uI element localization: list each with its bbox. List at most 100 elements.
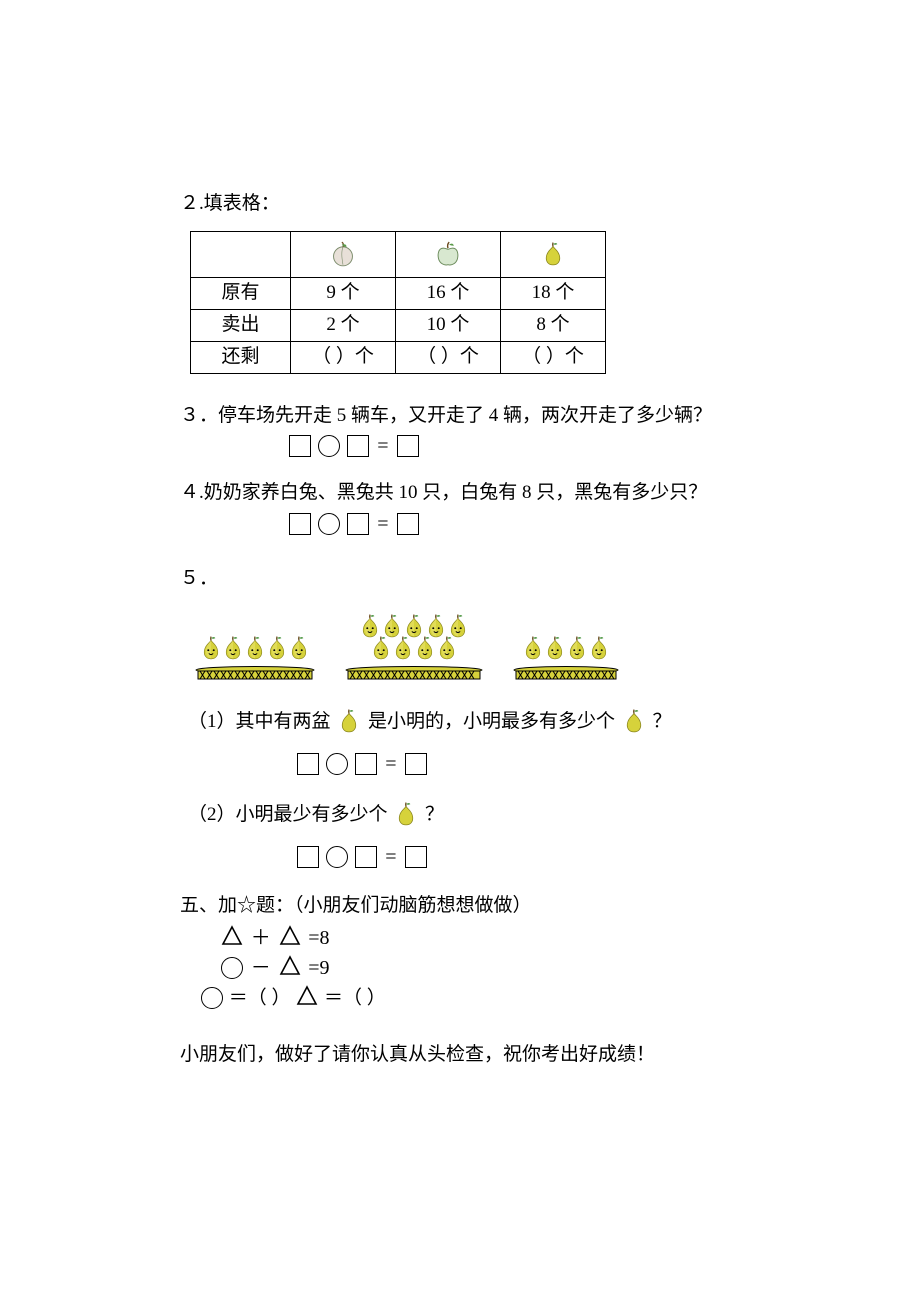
cell: 9 个 bbox=[291, 277, 396, 309]
q5-sub1-c: ？ bbox=[653, 711, 672, 732]
bonus-line2-rhs: =9 bbox=[308, 958, 329, 978]
bonus-line1-rhs: =8 bbox=[308, 928, 329, 948]
equals-sign: = bbox=[385, 747, 396, 781]
row-header: 卖出 bbox=[191, 309, 291, 341]
plus-sign: ＋ bbox=[251, 928, 271, 948]
triangle-icon bbox=[220, 925, 244, 951]
pear-dish-2 bbox=[344, 611, 484, 692]
bonus-answer-a[interactable]: ＝（ ） bbox=[229, 987, 291, 1008]
plate-icon bbox=[194, 666, 316, 682]
q5-sub1-a: （1）其中有两盆 bbox=[188, 711, 331, 732]
pear-icon bbox=[622, 707, 646, 746]
triangle-icon bbox=[295, 985, 319, 1011]
blank-square[interactable] bbox=[297, 846, 319, 868]
q3-text: ３．停车场先开走 5 辆车，又开走了 4 辆，两次开走了多少辆？ bbox=[180, 402, 740, 431]
bonus-answer-b[interactable]: ＝（ ） bbox=[324, 987, 386, 1008]
pear-icon bbox=[543, 633, 567, 663]
equals-sign: = bbox=[377, 509, 388, 539]
worksheet-page: ２.填表格： 原有 9 个 16 个 18 个 bbox=[0, 0, 920, 1069]
q5-sub1-equation[interactable]: = bbox=[188, 747, 740, 781]
q5-sub2-equation[interactable]: = bbox=[188, 840, 740, 874]
table-header-row bbox=[191, 231, 606, 277]
plate-icon bbox=[512, 666, 620, 682]
blank-cell[interactable]: （ ）个 bbox=[501, 341, 606, 373]
table-corner-cell bbox=[191, 231, 291, 277]
question-3: ３．停车场先开走 5 辆车，又开走了 4 辆，两次开走了多少辆？ = bbox=[180, 402, 740, 462]
equals-sign: = bbox=[377, 431, 388, 461]
blank-circle-operator[interactable] bbox=[326, 753, 348, 775]
col-header-apple bbox=[396, 231, 501, 277]
row-header: 原有 bbox=[191, 277, 291, 309]
table-row: 卖出 2 个 10 个 8 个 bbox=[191, 309, 606, 341]
question-5: ５． （1）其中有两盆 是小明的，小明最多有多少个 ？ = （2）小明最少有多少… bbox=[180, 565, 740, 875]
circle-icon bbox=[201, 987, 223, 1009]
blank-square[interactable] bbox=[405, 753, 427, 775]
pear-icon bbox=[287, 633, 311, 663]
pear-icon bbox=[541, 241, 565, 267]
q5-label: ５． bbox=[180, 565, 740, 594]
pear-icon bbox=[337, 707, 361, 746]
q5-dishes bbox=[194, 611, 740, 692]
q4-text: ４.奶奶家养白兔、黑兔共 10 只，白兔有 8 只，黑兔有多少只？ bbox=[180, 479, 740, 508]
pear-icon bbox=[413, 633, 437, 663]
q5-sub1-b: 是小明的，小明最多有多少个 bbox=[368, 711, 615, 732]
bonus-line-1: ＋ =8 bbox=[220, 925, 740, 951]
blank-cell[interactable]: （ ）个 bbox=[396, 341, 501, 373]
peach-icon bbox=[330, 241, 356, 267]
q5-sub2: （2）小明最少有多少个 ？ = bbox=[188, 799, 740, 874]
col-header-pear bbox=[501, 231, 606, 277]
table-row: 还剩 （ ）个 （ ）个 （ ）个 bbox=[191, 341, 606, 373]
blank-square[interactable] bbox=[297, 753, 319, 775]
q2-label: ２.填表格： bbox=[180, 193, 280, 214]
cell: 16 个 bbox=[396, 277, 501, 309]
closing-message: 小朋友们，做好了请你认真从头检查，祝你考出好成绩！ bbox=[180, 1041, 740, 1070]
pear-icon bbox=[243, 633, 267, 663]
pear-icon bbox=[265, 633, 289, 663]
blank-circle-operator[interactable] bbox=[318, 513, 340, 535]
blank-square[interactable] bbox=[397, 435, 419, 457]
plate-icon bbox=[344, 666, 484, 682]
bonus-line-2: － =9 bbox=[220, 955, 740, 981]
question-2: ２.填表格： 原有 9 个 16 个 18 个 bbox=[180, 190, 740, 374]
bonus-title: 五、加☆题：（小朋友们动脑筋想想做做） bbox=[180, 892, 740, 921]
blank-cell[interactable]: （ ）个 bbox=[291, 341, 396, 373]
blank-square[interactable] bbox=[289, 513, 311, 535]
triangle-icon bbox=[278, 925, 302, 951]
q3-equation[interactable]: = bbox=[180, 431, 740, 461]
blank-square[interactable] bbox=[405, 846, 427, 868]
blank-circle-operator[interactable] bbox=[326, 846, 348, 868]
q5-sub2-a: （2）小明最少有多少个 bbox=[188, 804, 388, 825]
q5-sub2-b: ？ bbox=[425, 804, 444, 825]
q5-sub1: （1）其中有两盆 是小明的，小明最多有多少个 ？ = bbox=[188, 706, 740, 781]
equals-sign: = bbox=[385, 840, 396, 874]
bonus-question: 五、加☆题：（小朋友们动脑筋想想做做） ＋ =8 － =9 ＝（ ） ＝（ ） bbox=[180, 892, 740, 1011]
cell: 2 个 bbox=[291, 309, 396, 341]
apple-icon bbox=[435, 241, 461, 267]
minus-sign: － bbox=[251, 958, 271, 978]
blank-square[interactable] bbox=[355, 846, 377, 868]
pear-dish-1 bbox=[194, 633, 316, 692]
q4-equation[interactable]: = bbox=[180, 509, 740, 539]
question-4: ４.奶奶家养白兔、黑兔共 10 只，白兔有 8 只，黑兔有多少只？ = bbox=[180, 479, 740, 539]
pear-dish-3 bbox=[512, 633, 620, 692]
triangle-icon bbox=[278, 955, 302, 981]
blank-circle-operator[interactable] bbox=[318, 435, 340, 457]
pear-row bbox=[512, 633, 620, 663]
pear-icon bbox=[587, 633, 611, 663]
blank-square[interactable] bbox=[397, 513, 419, 535]
cell: 8 个 bbox=[501, 309, 606, 341]
blank-square[interactable] bbox=[347, 513, 369, 535]
bonus-answer-line: ＝（ ） ＝（ ） bbox=[200, 985, 740, 1011]
q2-table: 原有 9 个 16 个 18 个 卖出 2 个 10 个 8 个 还剩 （ ）个… bbox=[190, 231, 606, 374]
blank-square[interactable] bbox=[289, 435, 311, 457]
cell: 18 个 bbox=[501, 277, 606, 309]
row-header: 还剩 bbox=[191, 341, 291, 373]
col-header-peach bbox=[291, 231, 396, 277]
blank-square[interactable] bbox=[355, 753, 377, 775]
circle-icon bbox=[221, 957, 243, 979]
cell: 10 个 bbox=[396, 309, 501, 341]
pear-icon bbox=[521, 633, 545, 663]
pear-icon bbox=[369, 633, 393, 663]
blank-square[interactable] bbox=[347, 435, 369, 457]
pear-row bbox=[194, 633, 316, 663]
